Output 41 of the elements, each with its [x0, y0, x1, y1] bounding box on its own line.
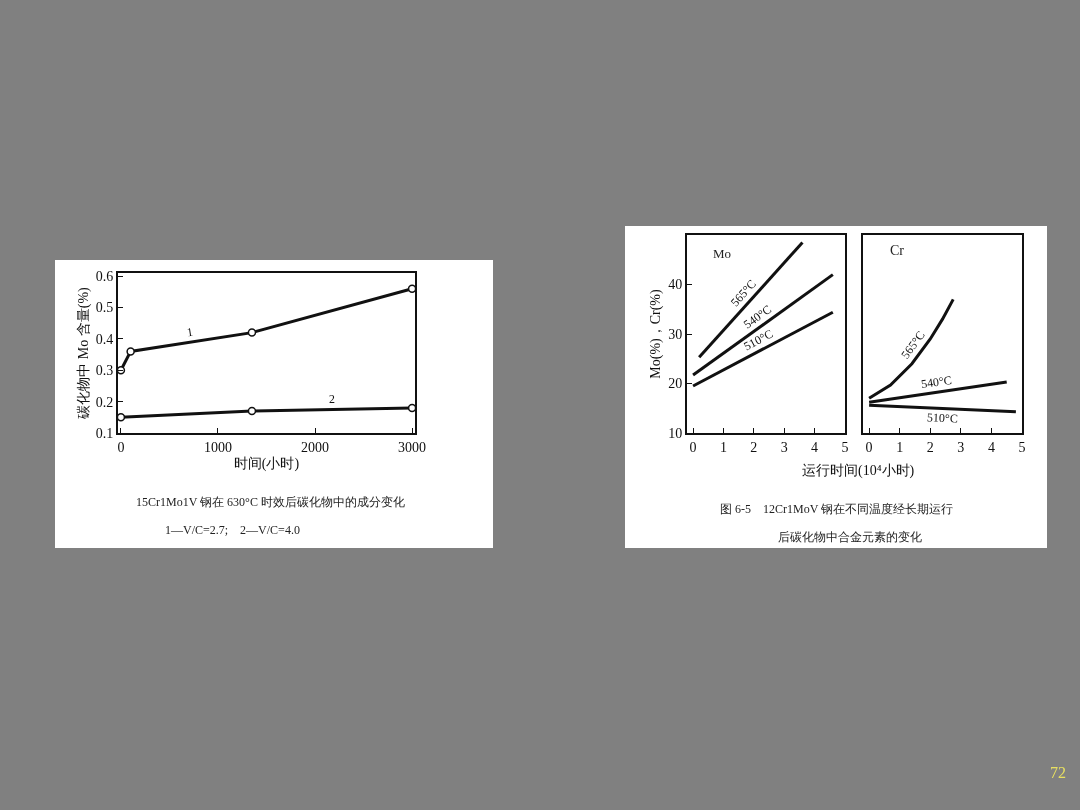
- x-axis-title: 运行时间(10⁴小时): [802, 463, 915, 479]
- y-tick-label: 0.5: [95, 300, 114, 316]
- annotation: Cr: [890, 243, 905, 258]
- y-tick-label: 0.6: [95, 269, 114, 285]
- y-tick-label: 0.1: [95, 425, 114, 441]
- x-tick-label: 0: [689, 439, 697, 455]
- text: 后碳化物中合金元素的变化: [778, 530, 922, 544]
- x-tick-label: 3: [957, 439, 965, 455]
- text: 72: [1050, 764, 1066, 781]
- y-tick-label: 10: [668, 425, 683, 441]
- x-tick-label: 1: [896, 439, 904, 455]
- text: 15Cr1Mo1V 钢在 630°C 时效后碳化物中的成分变化: [136, 495, 405, 509]
- y-axis-title: Mo(%)，Cr(%): [648, 288, 665, 379]
- x-tick-label: 4: [811, 439, 819, 455]
- x-tick-label: 4: [987, 439, 995, 455]
- annotation: Mo: [713, 246, 732, 261]
- y-tick-label: 20: [668, 376, 683, 392]
- y-tick-label: 0.3: [95, 363, 114, 379]
- x-tick-label: 0: [865, 439, 873, 455]
- x-tick-label: 2: [750, 439, 758, 455]
- caption: 图 6-5 12Cr1MoV 钢在不同温度经长期运行: [720, 502, 954, 516]
- x-tick-label: 0: [117, 439, 125, 455]
- x-tick-label: 5: [841, 439, 849, 455]
- series-label: 2: [328, 391, 336, 407]
- x-tick-label: 3000: [398, 439, 427, 455]
- series-label: 510°C: [926, 410, 959, 426]
- x-tick-label: 2: [926, 439, 934, 455]
- text: 540°C: [920, 372, 953, 392]
- text: 1: [185, 324, 195, 340]
- text: 1—V/C=2.7; 2—V/C=4.0: [165, 523, 300, 537]
- x-axis-title: 时间(小时): [233, 455, 300, 472]
- y-tick-label: 0.2: [95, 394, 114, 410]
- x-tick-label: 2000: [301, 439, 330, 455]
- y-tick-label: 30: [668, 326, 683, 342]
- y-tick-label: 40: [668, 277, 683, 293]
- x-tick-label: 1: [719, 439, 727, 455]
- y-tick-label: 0.4: [95, 331, 114, 347]
- y-axis-title: 碳化物中 Mo 含量(%): [75, 286, 92, 420]
- x-tick-label: 1000: [203, 439, 232, 455]
- x-tick-label: 5: [1018, 439, 1026, 455]
- x-tick-label: 3: [780, 439, 788, 455]
